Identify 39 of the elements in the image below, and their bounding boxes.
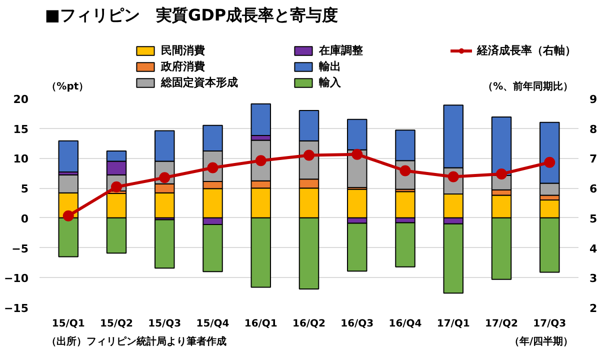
chart-title: ■フィリピン 実質GDP成長率と寄与度 bbox=[44, 6, 338, 24]
legend-label: 経済成長率（右軸） bbox=[477, 43, 577, 58]
x-tick-label: 15/Q2 bbox=[100, 318, 134, 330]
legend-label: 総固定資本形成 bbox=[161, 75, 239, 90]
legend-label: 在庫調整 bbox=[319, 43, 364, 58]
legend-label: 民間消費 bbox=[161, 43, 206, 58]
y2-tick-label: 7 bbox=[590, 152, 598, 166]
x-tick-label: 16/Q4 bbox=[388, 318, 422, 330]
y2-tick-label: 5 bbox=[590, 212, 598, 226]
y2-tick-label: 2 bbox=[590, 302, 598, 315]
x-tick-label: 17/Q3 bbox=[533, 318, 566, 330]
y2-tick-label: 4 bbox=[590, 242, 598, 256]
x-tick-label: 15/Q3 bbox=[148, 318, 182, 330]
y-tick-label: −10 bbox=[4, 272, 29, 286]
y-tick-label: −5 bbox=[12, 242, 29, 256]
text: （出所）フィリピン統計局より筆者作成 bbox=[46, 336, 227, 348]
y2-tick-label: 9 bbox=[590, 93, 598, 106]
y-tick-label: 0 bbox=[20, 212, 29, 226]
y-axis-title: （%pt） bbox=[46, 82, 89, 92]
y2-tick-label: 6 bbox=[590, 182, 598, 196]
y-tick-label: 10 bbox=[13, 152, 29, 166]
x-tick-label: 17/Q2 bbox=[484, 318, 518, 330]
text: （年/四半期） bbox=[509, 336, 574, 348]
y-tick-label: 5 bbox=[20, 182, 28, 196]
y2-axis-title: （%、前年同期比） bbox=[483, 80, 574, 92]
x-tick-label: 16/Q3 bbox=[340, 318, 374, 330]
legend-label: 政府消費 bbox=[161, 59, 206, 74]
x-tick-label: 17/Q1 bbox=[436, 318, 470, 330]
y-tick-label: −15 bbox=[4, 302, 29, 315]
x-tick-label: 16/Q1 bbox=[244, 318, 278, 330]
x-tick-label: 15/Q4 bbox=[196, 318, 230, 330]
y2-tick-label: 8 bbox=[590, 122, 598, 136]
x-tick-label: 15/Q1 bbox=[52, 318, 85, 330]
legend-label: 輸入 bbox=[319, 75, 342, 90]
legend-label: 輸出 bbox=[319, 59, 342, 74]
y-tick-label: 15 bbox=[13, 122, 29, 136]
x-tick-label: 16/Q2 bbox=[292, 318, 326, 330]
y2-tick-label: 3 bbox=[590, 272, 598, 286]
y-tick-label: 20 bbox=[13, 93, 29, 106]
